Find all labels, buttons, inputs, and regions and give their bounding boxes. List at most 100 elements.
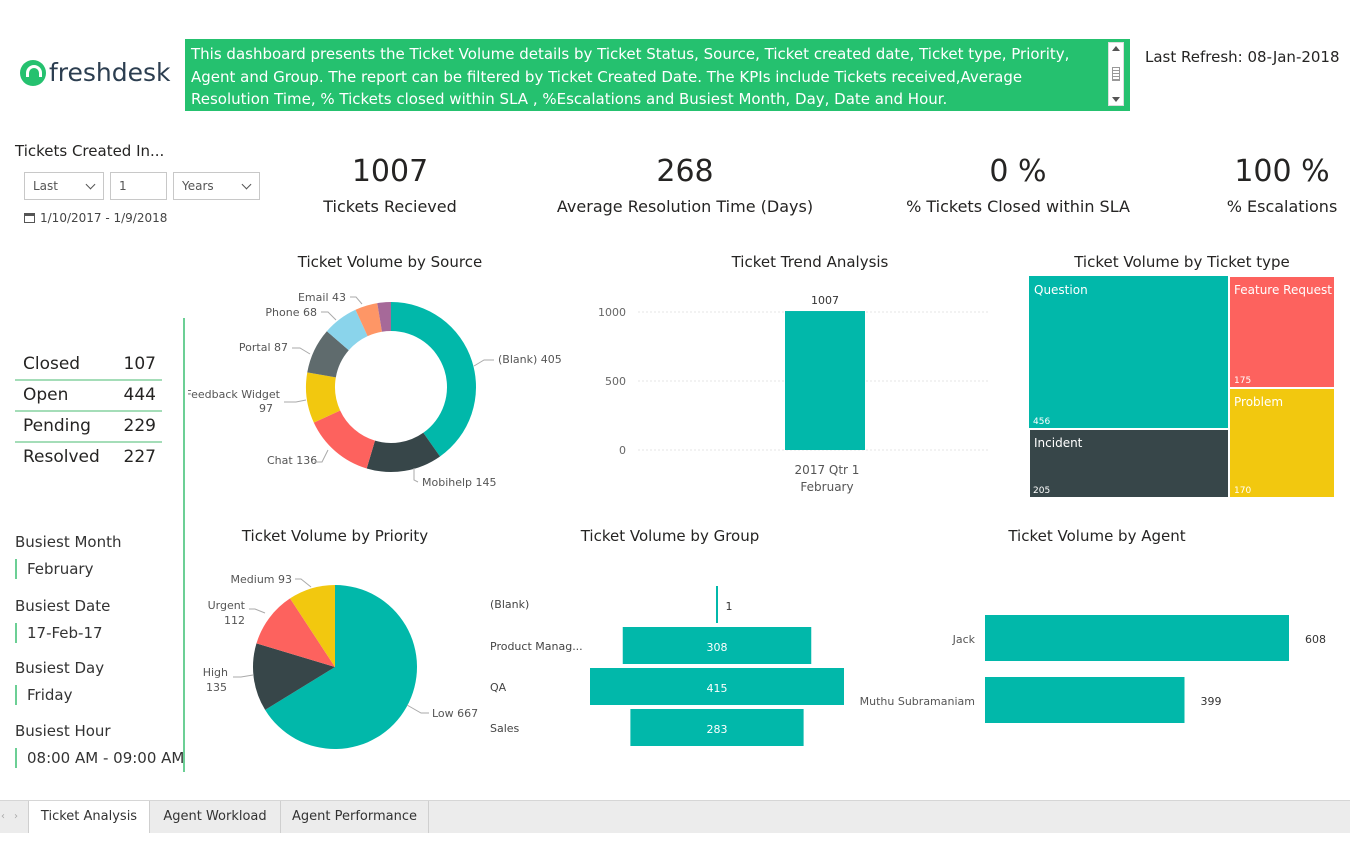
group-value-label: 308 <box>707 641 728 654</box>
headset-icon <box>20 59 46 86</box>
next-tab-icon[interactable]: › <box>14 811 18 822</box>
kpi-value: 100 % <box>1234 154 1330 189</box>
priority-label-urgent: Urgent <box>208 599 246 612</box>
treemap-feature-request[interactable] <box>1228 276 1335 389</box>
tab-agent-performance[interactable]: Agent Performance <box>281 801 429 833</box>
kpi-value: 1007 <box>351 154 429 189</box>
group-bar-product-manag[interactable] <box>622 627 812 664</box>
leader-line <box>350 296 363 305</box>
leader-line <box>295 578 312 588</box>
status-row[interactable]: Resolved 227 <box>15 443 162 472</box>
agent-bar-jack[interactable] <box>985 615 1289 661</box>
group-bar-blank[interactable] <box>716 586 718 623</box>
busiest-value: 08:00 AM - 09:00 AM <box>15 748 184 768</box>
kpi-tickets-received: 1007 Tickets Recieved <box>300 154 480 216</box>
source-slice-feedback-widget[interactable] <box>306 372 341 423</box>
leader-line <box>406 704 429 714</box>
group-funnel: (Blank) Product Manag... QA Sales 1 308 … <box>490 586 844 746</box>
report-tabs: ‹ › Ticket Analysis Agent Workload Agent… <box>0 800 1350 833</box>
tab-ticket-analysis[interactable]: Ticket Analysis <box>28 801 150 833</box>
leader-line <box>473 359 494 367</box>
status-label: Resolved <box>23 447 100 467</box>
kpi-closed-within-sla: 0 % % Tickets Closed within SLA <box>898 154 1138 216</box>
unit-select[interactable]: Years <box>173 172 260 200</box>
source-slice-blank[interactable] <box>391 302 477 457</box>
source-label-chat: Chat 136 <box>267 454 317 467</box>
treemap-label: Incident <box>1034 436 1083 450</box>
description-scrollbar[interactable] <box>1108 42 1124 106</box>
scroll-up-icon[interactable] <box>1112 46 1120 51</box>
divider <box>183 318 185 772</box>
range-select-value: Last <box>33 179 58 193</box>
leader-line <box>321 311 337 321</box>
priority-label-high-value: 135 <box>206 681 227 694</box>
source-slice-mobihelp[interactable] <box>366 432 441 472</box>
agent-value-label: 608 <box>1305 633 1326 646</box>
unit-select-value: Years <box>182 179 214 193</box>
trend-bar[interactable] <box>785 311 865 450</box>
scroll-thumb[interactable] <box>1112 67 1120 81</box>
status-row[interactable]: Open 444 <box>15 381 162 412</box>
priority-slice-low[interactable] <box>265 585 418 749</box>
status-label: Closed <box>23 354 81 374</box>
group-category-label: Sales <box>490 722 520 735</box>
status-value: 444 <box>123 385 156 405</box>
date-range-text: 1/10/2017 - 1/9/2018 <box>40 211 168 225</box>
group-bar-qa[interactable] <box>590 668 844 705</box>
source-slice-portal[interactable] <box>307 331 349 378</box>
logo-text: freshdesk <box>49 58 171 87</box>
treemap-label: Problem <box>1234 395 1283 409</box>
leader-line <box>249 608 266 614</box>
prev-tab-icon[interactable]: ‹ <box>1 811 5 822</box>
last-refresh: Last Refresh: 08-Jan-2018 <box>1145 48 1340 66</box>
priority-slice-medium[interactable] <box>290 585 335 667</box>
group-chart-title: Ticket Volume by Group <box>580 527 760 545</box>
group-bar-sales[interactable] <box>630 709 804 746</box>
kpi-escalations: 100 % % Escalations <box>1212 154 1350 216</box>
tab-agent-workload[interactable]: Agent Workload <box>150 801 281 833</box>
busiest-day: Busiest Day Friday <box>15 659 104 705</box>
priority-label-high: High <box>203 666 228 679</box>
date-range[interactable]: 1/10/2017 - 1/9/2018 <box>24 211 167 225</box>
description-text: This dashboard presents the Ticket Volum… <box>191 45 1070 108</box>
treemap-question[interactable] <box>1029 276 1229 429</box>
busiest-title: Busiest Hour <box>15 722 111 740</box>
period-number-value: 1 <box>119 179 127 193</box>
source-label-feedback-value: 97 <box>259 402 273 415</box>
treemap-incident[interactable] <box>1029 428 1230 498</box>
agent-value-label: 399 <box>1201 695 1222 708</box>
status-row[interactable]: Closed 107 <box>15 350 162 381</box>
busiest-value: 17-Feb-17 <box>15 623 110 643</box>
priority-label-medium: Medium 93 <box>231 573 292 586</box>
y-tick-label: 1000 <box>598 306 626 319</box>
group-category-label: QA <box>490 681 507 694</box>
priority-label-low: Low 667 <box>432 707 478 720</box>
source-label-phone: Phone 68 <box>265 306 317 319</box>
source-slice-other[interactable] <box>377 302 391 332</box>
kpi-label: Tickets Recieved <box>323 197 457 216</box>
busiest-title: Busiest Date <box>15 597 111 615</box>
busiest-title: Busiest Month <box>15 533 122 551</box>
source-label-feedback: Feedback Widget <box>188 388 281 401</box>
priority-slice-urgent[interactable] <box>256 598 335 667</box>
range-select[interactable]: Last <box>24 172 104 200</box>
source-slice-phone[interactable] <box>326 309 368 351</box>
priority-slice-high[interactable] <box>253 643 335 710</box>
treemap-value: 456 <box>1033 417 1050 427</box>
trend-chart-title: Ticket Trend Analysis <box>731 253 889 271</box>
treemap-label: Question <box>1034 283 1088 297</box>
scroll-down-icon[interactable] <box>1112 97 1120 102</box>
status-row[interactable]: Pending 229 <box>15 412 162 443</box>
period-number-input[interactable]: 1 <box>110 172 167 200</box>
kpi-label: Average Resolution Time (Days) <box>556 197 814 216</box>
agent-bar-muthu-subramaniam[interactable] <box>985 677 1185 723</box>
treemap-value: 175 <box>1234 376 1251 386</box>
type-treemap: Question Incident Feature Request Proble… <box>1029 276 1335 498</box>
source-slice-email[interactable] <box>355 303 382 337</box>
status-label: Open <box>23 385 69 405</box>
leader-line <box>284 399 307 403</box>
treemap-problem[interactable] <box>1228 387 1335 498</box>
source-slice-chat[interactable] <box>313 410 375 469</box>
group-value-label: 283 <box>707 723 728 736</box>
agent-chart: Jack Muthu Subramaniam 608 399 <box>860 615 1326 723</box>
